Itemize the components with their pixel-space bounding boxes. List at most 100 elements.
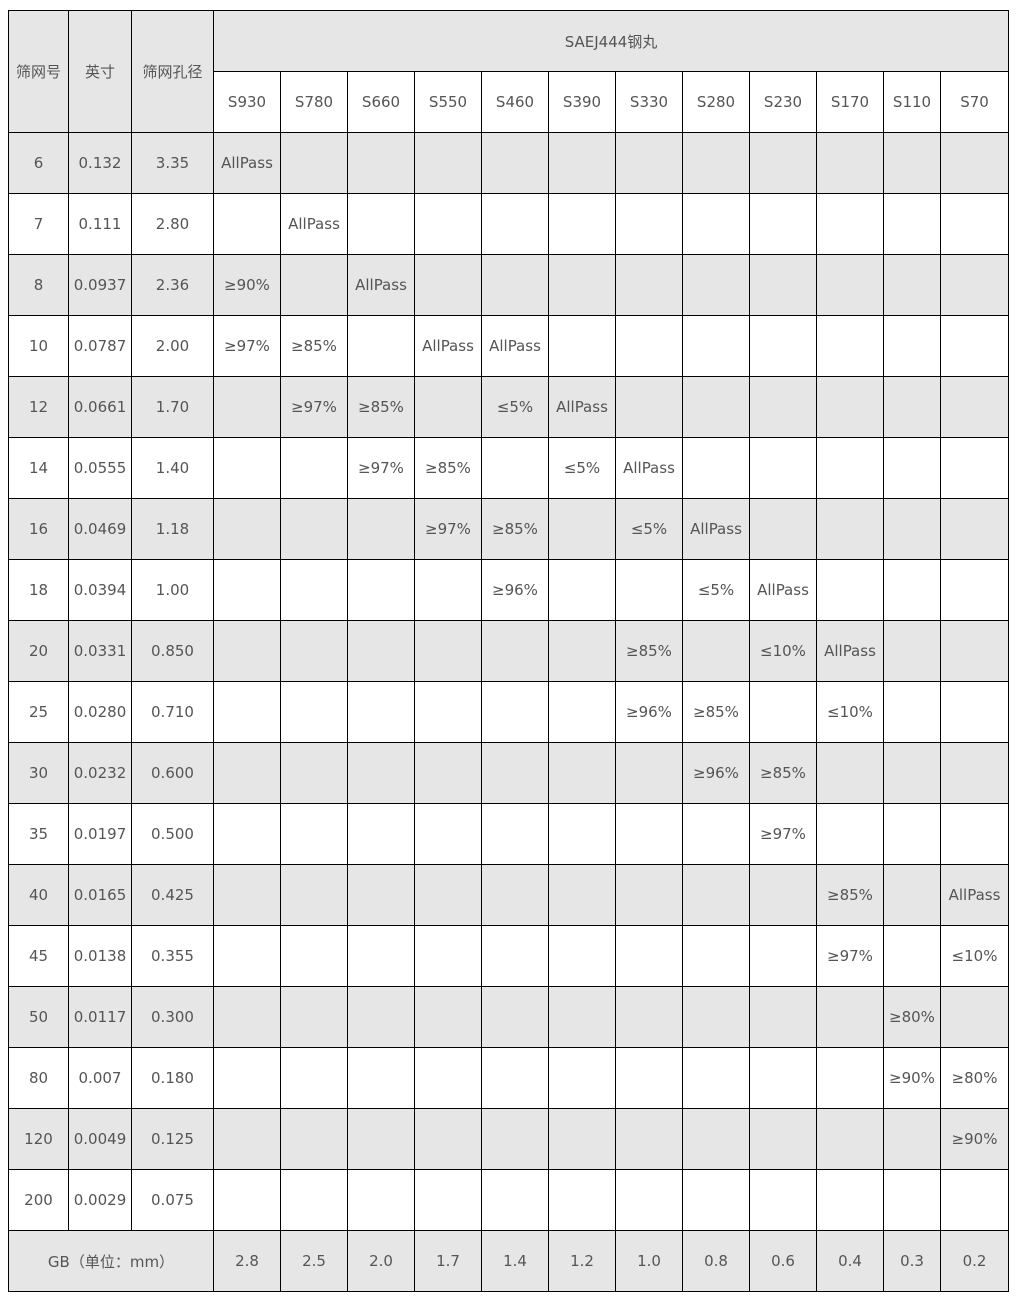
cell-pass-value — [816, 132, 884, 194]
cell-pass-value — [548, 1169, 616, 1231]
table-row: 20 0.0331 0.850 ≥85% ≤10% AllPass — [8, 620, 1010, 682]
cell-pass-value — [280, 864, 348, 926]
cell-pass-value — [347, 681, 415, 743]
cell-aperture: 0.600 — [131, 742, 214, 804]
cell-aperture: 0.300 — [131, 986, 214, 1048]
cell-pass-value — [939, 559, 1010, 621]
cell-pass-value — [883, 437, 941, 499]
cell-pass-value — [414, 620, 482, 682]
cell-pass-value — [816, 437, 884, 499]
table-row: 40 0.0165 0.425 ≥85% AllPass — [8, 864, 1010, 926]
cell-aperture: 0.710 — [131, 681, 214, 743]
cell-pass-value — [548, 803, 616, 865]
cell-pass-value — [414, 986, 482, 1048]
cell-pass-value — [682, 1108, 750, 1170]
cell-inch: 0.0787 — [68, 315, 132, 377]
cell-aperture: 0.355 — [131, 925, 214, 987]
cell-pass-value — [816, 986, 884, 1048]
cell-pass-value — [213, 559, 281, 621]
cell-pass-value — [682, 254, 750, 316]
cell-aperture: 1.18 — [131, 498, 214, 560]
cell-pass-value — [213, 681, 281, 743]
cell-inch: 0.0029 — [68, 1169, 132, 1231]
header-grade: S390 — [548, 71, 616, 133]
cell-aperture: 0.500 — [131, 803, 214, 865]
cell-pass-value — [347, 864, 415, 926]
cell-pass-value — [414, 254, 482, 316]
cell-pass-value — [548, 1108, 616, 1170]
cell-pass-value: ≥85% — [816, 864, 884, 926]
cell-pass-value — [347, 742, 415, 804]
cell-pass-value: AllPass — [939, 864, 1010, 926]
cell-pass-value — [280, 620, 348, 682]
cell-pass-value — [615, 193, 683, 255]
cell-inch: 0.0394 — [68, 559, 132, 621]
cell-pass-value — [615, 742, 683, 804]
cell-pass-value — [414, 1108, 482, 1170]
table-row: 45 0.0138 0.355 ≥97% ≤10% — [8, 925, 1010, 987]
cell-pass-value — [548, 132, 616, 194]
footer-gb-value: 1.4 — [481, 1230, 549, 1292]
footer-gb-value: 2.0 — [347, 1230, 415, 1292]
cell-mesh: 45 — [8, 925, 69, 987]
cell-pass-value — [939, 315, 1010, 377]
header-group-title: SAEJ444钢丸 — [212, 10, 1010, 72]
cell-pass-value — [414, 742, 482, 804]
cell-aperture: 2.00 — [131, 315, 214, 377]
cell-pass-value — [939, 681, 1010, 743]
header-inch: 英寸 — [68, 10, 132, 133]
footer-gb-value: 2.5 — [280, 1230, 348, 1292]
cell-pass-value — [883, 132, 941, 194]
header-grade: S230 — [749, 71, 817, 133]
cell-pass-value — [481, 1108, 549, 1170]
cell-mesh: 18 — [8, 559, 69, 621]
cell-pass-value — [749, 437, 817, 499]
cell-pass-value — [682, 132, 750, 194]
cell-pass-value — [939, 742, 1010, 804]
cell-pass-value: ≥85% — [682, 681, 750, 743]
cell-pass-value — [883, 864, 941, 926]
cell-pass-value — [816, 254, 884, 316]
cell-pass-value — [682, 1169, 750, 1231]
cell-mesh: 120 — [8, 1108, 69, 1170]
cell-pass-value — [347, 1108, 415, 1170]
cell-pass-value: ≥85% — [280, 315, 348, 377]
cell-pass-value — [481, 254, 549, 316]
cell-inch: 0.132 — [68, 132, 132, 194]
cell-pass-value — [414, 803, 482, 865]
footer-gb-value: 2.8 — [213, 1230, 281, 1292]
cell-pass-value — [883, 315, 941, 377]
cell-pass-value — [939, 437, 1010, 499]
cell-mesh: 30 — [8, 742, 69, 804]
cell-aperture: 0.075 — [131, 1169, 214, 1231]
cell-aperture: 0.850 — [131, 620, 214, 682]
cell-pass-value: ≥96% — [481, 559, 549, 621]
cell-pass-value: ≥96% — [682, 742, 750, 804]
header-grade: S280 — [682, 71, 750, 133]
cell-pass-value — [347, 559, 415, 621]
cell-pass-value — [213, 1169, 281, 1231]
cell-pass-value — [749, 132, 817, 194]
cell-pass-value: ≥85% — [615, 620, 683, 682]
cell-inch: 0.0280 — [68, 681, 132, 743]
cell-pass-value — [615, 803, 683, 865]
cell-inch: 0.0469 — [68, 498, 132, 560]
table-row: 12 0.0661 1.70 ≥97% ≥85% ≤5% AllPass — [8, 376, 1010, 438]
cell-pass-value: ≥96% — [615, 681, 683, 743]
header-row: 筛网号 英寸 筛网孔径 SAEJ444钢丸 — [8, 10, 1010, 133]
cell-mesh: 20 — [8, 620, 69, 682]
cell-pass-value — [816, 1169, 884, 1231]
cell-pass-value — [280, 254, 348, 316]
cell-pass-value — [481, 681, 549, 743]
cell-pass-value — [615, 132, 683, 194]
table-row: 16 0.0469 1.18 ≥97% ≥85% ≤5% AllPass — [8, 498, 1010, 560]
cell-aperture: 3.35 — [131, 132, 214, 194]
cell-mesh: 40 — [8, 864, 69, 926]
cell-pass-value — [816, 193, 884, 255]
cell-pass-value — [548, 925, 616, 987]
cell-pass-value — [939, 620, 1010, 682]
header-grade: S330 — [615, 71, 683, 133]
cell-pass-value — [682, 925, 750, 987]
cell-pass-value — [749, 1108, 817, 1170]
cell-pass-value — [280, 498, 348, 560]
